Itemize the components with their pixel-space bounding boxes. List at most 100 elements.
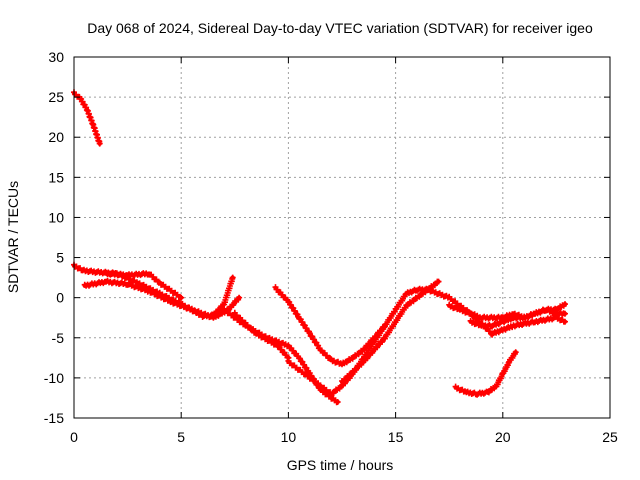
data-point: [489, 323, 495, 328]
data-point: [329, 391, 334, 397]
data-point: [97, 141, 102, 146]
data-point: [296, 367, 302, 373]
data-point: [543, 307, 548, 312]
data-point: [211, 315, 216, 320]
y-tick-label: 15: [48, 169, 64, 185]
data-point: [125, 273, 130, 278]
data-point: [464, 390, 469, 395]
data-point: [254, 331, 259, 336]
data-point: [436, 279, 441, 284]
data-point: [562, 301, 568, 307]
y-tick-label: 10: [48, 209, 64, 225]
data-point: [513, 350, 518, 355]
data-point: [296, 355, 302, 361]
data-point: [562, 311, 568, 316]
data-point: [286, 299, 291, 304]
data-point: [78, 96, 83, 101]
data-point: [511, 315, 516, 320]
y-tick-label: 20: [48, 129, 64, 145]
data-point: [425, 287, 430, 292]
data-point: [562, 319, 568, 324]
series-track-11: [467, 301, 568, 330]
data-point: [146, 289, 152, 294]
axis-ticks: -15 -10 -5 0 5 10 15 20 25 30 0 5 10 15 20 25: [44, 49, 618, 445]
data-point: [232, 311, 237, 316]
data-point: [103, 279, 109, 284]
data-point: [329, 395, 334, 401]
data-point: [485, 390, 490, 395]
data-point: [286, 343, 291, 348]
series-track-1: [71, 89, 103, 147]
series-track-7: [272, 284, 388, 368]
data-point: [339, 383, 345, 389]
data-point: [93, 269, 98, 275]
series-track-4: [103, 269, 185, 301]
data-point: [507, 359, 512, 365]
data-layer: [71, 89, 568, 406]
x-tick-label: 25: [602, 429, 618, 445]
data-point: [474, 391, 480, 397]
data-point: [286, 359, 291, 365]
data-point: [404, 303, 409, 308]
data-point: [80, 268, 85, 273]
data-point: [146, 271, 152, 276]
data-point: [382, 335, 388, 340]
data-point: [307, 331, 313, 336]
data-point: [318, 347, 323, 353]
data-point: [453, 385, 458, 390]
data-point: [532, 311, 538, 316]
data-point: [414, 287, 420, 292]
data-point: [532, 319, 538, 324]
x-tick-label: 5: [177, 429, 185, 445]
data-point: [157, 281, 162, 286]
y-tick-label: 0: [56, 290, 64, 306]
series-track-6: [231, 309, 292, 361]
y-tick-label: -15: [44, 410, 64, 426]
y-tick-label: 30: [48, 49, 64, 65]
chart-title: Day 068 of 2024, Sidereal Day-to-day VTE…: [87, 20, 593, 36]
data-point: [494, 383, 499, 389]
data-point: [339, 379, 345, 385]
data-point: [125, 281, 130, 287]
data-point: [371, 339, 377, 344]
y-tick-label: 5: [56, 250, 64, 266]
data-point: [168, 299, 173, 304]
data-point: [189, 307, 195, 312]
data-point: [318, 383, 323, 389]
data-point: [339, 362, 345, 367]
data-point: [335, 399, 340, 405]
data-point: [447, 295, 452, 300]
data-point: [447, 303, 452, 308]
data-point: [350, 355, 355, 361]
data-point: [479, 323, 484, 328]
data-point: [500, 319, 505, 324]
y-tick-label: -10: [44, 370, 64, 386]
data-point: [404, 291, 409, 296]
x-tick-label: 10: [281, 429, 297, 445]
data-point: [522, 315, 527, 320]
x-tick-label: 20: [495, 429, 511, 445]
data-point: [230, 275, 235, 280]
data-point: [511, 323, 516, 328]
data-point: [82, 283, 87, 288]
data-point: [479, 315, 484, 320]
x-axis-label: GPS time / hours: [287, 457, 394, 473]
data-point: [489, 331, 495, 336]
data-point: [84, 106, 90, 112]
data-point: [286, 355, 291, 361]
y-tick-label: -5: [52, 330, 65, 346]
data-point: [221, 307, 227, 312]
data-point: [179, 295, 184, 300]
data-point: [91, 122, 96, 128]
y-axis-label: SDTVAR / TECUs: [5, 181, 21, 293]
series-track-12: [452, 349, 519, 398]
x-tick-label: 0: [70, 429, 78, 445]
data-point: [221, 301, 227, 307]
y-tick-label: 25: [48, 89, 64, 105]
data-point: [329, 358, 334, 363]
data-point: [273, 285, 278, 291]
data-point: [382, 323, 388, 328]
data-point: [103, 271, 109, 276]
